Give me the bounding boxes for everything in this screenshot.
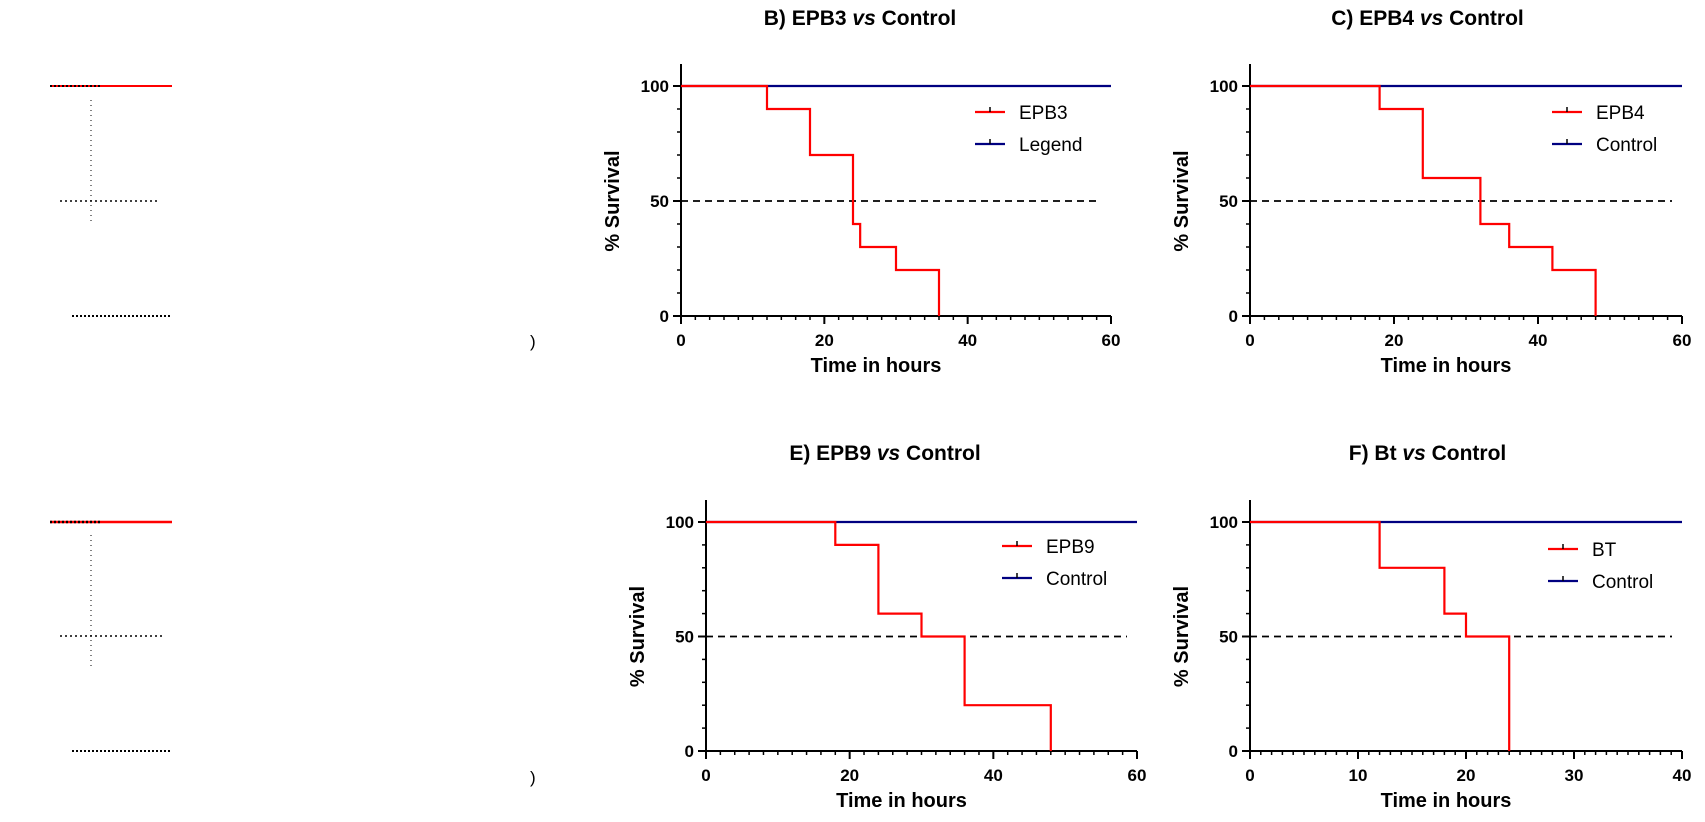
x-tick-label: 20 — [815, 331, 834, 350]
legend-label-control: Control — [1046, 569, 1107, 590]
x-tick-label: 0 — [701, 766, 710, 785]
series-line-epb3 — [681, 84, 941, 316]
panel-b: B) EPB3 vs Control 0 20 40 60 0 50 100 Time in … — [580, 0, 1140, 390]
y-tick-label: 50 — [675, 628, 694, 647]
x-tick-label: 60 — [1128, 766, 1147, 785]
y-tick-label: 50 — [1219, 192, 1238, 211]
panel-b-title-suffix: Control — [875, 7, 957, 30]
y-tick-label: 100 — [1210, 513, 1238, 532]
panel-e-title-prefix: E) EPB9 — [789, 442, 877, 465]
residue-mark-top: ) — [530, 332, 536, 351]
legend-label-control: Control — [1596, 135, 1657, 156]
panel-f-title: F) Bt vs Control — [1150, 442, 1705, 466]
y-tick-label: 100 — [1210, 77, 1238, 96]
panel-c-title: C) EPB4 vs Control — [1150, 7, 1705, 31]
x-tick-label: 20 — [1385, 331, 1404, 350]
x-tick-label: 20 — [840, 766, 859, 785]
y-axis-title: % Survival — [627, 586, 649, 687]
residue-mark-bottom: ) — [530, 768, 536, 787]
y-axis-title: % Survival — [1171, 586, 1193, 687]
panel-b-title-prefix: B) EPB3 — [763, 7, 853, 30]
panel-f-title-prefix: F) Bt — [1348, 442, 1403, 465]
panel-f: F) Bt vs Control 0 10 20 30 40 0 50 100 Time in … — [1150, 435, 1705, 817]
x-tick-label: 60 — [1673, 331, 1692, 350]
cropped-panels-residue: ) ) — [50, 85, 536, 787]
residue-panel-d — [50, 520, 172, 752]
y-tick-label: 0 — [660, 307, 669, 326]
series-line-epb4 — [1250, 84, 1597, 316]
y-tick-label: 0 — [685, 742, 694, 761]
legend-label-epb9: EPB9 — [1046, 537, 1095, 558]
y-tick-label: 0 — [1229, 742, 1238, 761]
panel-f-title-vs: vs — [1402, 442, 1426, 465]
x-tick-label: 0 — [676, 331, 685, 350]
x-tick-label: 60 — [1102, 331, 1121, 350]
x-axis-title: Time in hours — [1381, 355, 1512, 377]
survival-chart-e: 0 20 40 60 0 50 100 Time in hours % Survival EPB9… — [627, 500, 1147, 812]
panel-b-title: B) EPB3 vs Control — [580, 7, 1140, 31]
panel-c-title-suffix: Control — [1443, 7, 1524, 30]
panel-c-title-prefix: C) EPB4 — [1331, 7, 1420, 30]
y-tick-label: 100 — [641, 77, 669, 96]
residue-panel-a — [50, 85, 172, 317]
panel-e: E) EPB9 vs Control 0 20 40 60 0 50 100 Time in … — [605, 435, 1165, 817]
x-tick-label: 0 — [1245, 766, 1254, 785]
x-tick-label: 40 — [1673, 766, 1692, 785]
y-tick-label: 50 — [650, 192, 669, 211]
x-tick-label: 30 — [1565, 766, 1584, 785]
x-axis-title: Time in hours — [1381, 790, 1512, 812]
y-tick-label: 100 — [666, 513, 694, 532]
series-line-bt — [1250, 520, 1511, 751]
survival-chart-c: 0 20 40 60 0 50 100 Time in hours % Survival EPB4… — [1171, 64, 1692, 377]
panel-e-title-suffix: Control — [900, 442, 981, 465]
x-tick-label: 20 — [1457, 766, 1476, 785]
survival-chart-b: 0 20 40 60 0 50 100 Time in hours % Survival EPB3… — [602, 64, 1121, 377]
panel-e-title-vs: vs — [876, 442, 901, 465]
x-tick-label: 0 — [1245, 331, 1254, 350]
survival-chart-f: 0 10 20 30 40 0 50 100 Time in hours % Survival BT… — [1171, 500, 1692, 812]
x-tick-label: 40 — [958, 331, 977, 350]
legend-label-legend: Legend — [1019, 135, 1082, 156]
x-axis-title: Time in hours — [836, 790, 967, 812]
panel-c-title-vs: vs — [1419, 7, 1444, 30]
panel-b-title-vs: vs — [852, 7, 876, 30]
y-axis-title: % Survival — [1171, 150, 1193, 251]
legend-label-bt: BT — [1592, 540, 1617, 561]
x-tick-label: 10 — [1349, 766, 1368, 785]
panel-f-title-suffix: Control — [1425, 442, 1507, 465]
y-axis-title: % Survival — [602, 150, 624, 251]
panel-c: C) EPB4 vs Control 0 20 40 60 0 50 100 Time in … — [1150, 0, 1705, 390]
legend-label-epb3: EPB3 — [1019, 103, 1068, 124]
x-axis-title: Time in hours — [811, 355, 942, 377]
panel-e-title: E) EPB9 vs Control — [605, 442, 1165, 466]
legend-label-control: Control — [1592, 572, 1653, 593]
x-tick-label: 40 — [1529, 331, 1548, 350]
legend-label-epb4: EPB4 — [1596, 103, 1645, 124]
series-line-epb9 — [706, 520, 1052, 751]
y-tick-label: 50 — [1219, 628, 1238, 647]
x-tick-label: 40 — [984, 766, 1003, 785]
y-tick-label: 0 — [1229, 307, 1238, 326]
